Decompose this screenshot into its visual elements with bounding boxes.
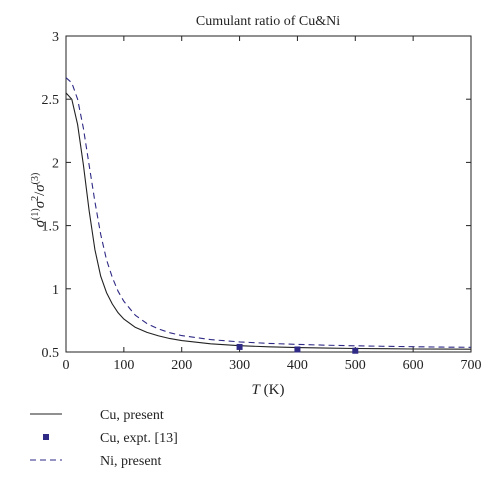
x-axis-label: T (K)	[252, 382, 285, 398]
x-tick-label: 200	[171, 358, 192, 373]
x-tick-label: 400	[287, 358, 308, 373]
y-tick-label: 2	[52, 156, 59, 171]
y-tick-label: 2.5	[42, 93, 60, 108]
legend-label: Ni, present	[100, 454, 162, 469]
svg-text:σ(1)σ2/σ(3): σ(1)σ2/σ(3)	[30, 173, 48, 228]
x-tick-label: 300	[229, 358, 250, 373]
data-point	[294, 346, 301, 353]
legend-label: Cu, present	[100, 408, 164, 423]
ticks: 0 100 200 300 400 500 600 700 0.5 1 1.5 2 2.5 3	[42, 30, 482, 373]
series-group	[65, 77, 472, 354]
legend-label: Cu, expt. [13]	[100, 431, 178, 446]
series-line-0	[65, 92, 472, 350]
x-tick-label: 0	[63, 358, 70, 373]
series-line-2	[65, 77, 472, 348]
data-point	[236, 343, 243, 350]
y-tick-label: 1.5	[42, 220, 60, 235]
legend-marker	[43, 434, 49, 440]
chart-title: Cumulant ratio of Cu&Ni	[196, 14, 340, 29]
data-point	[352, 347, 359, 354]
x-tick-label: 500	[345, 358, 366, 373]
x-tick-label: 700	[461, 358, 482, 373]
y-tick-label: 3	[52, 30, 59, 45]
plot-frame	[65, 35, 472, 353]
x-tick-label: 600	[403, 358, 424, 373]
x-tick-label: 100	[113, 358, 134, 373]
y-tick-label: 0.5	[42, 346, 60, 361]
legend: Cu, present Cu, expt. [13] Ni, present	[30, 408, 178, 469]
plot-area: 0 100 200 300 400 500 600 700 0.5 1 1.5 2 2.5 3	[42, 30, 482, 373]
y-tick-label: 1	[52, 283, 59, 298]
y-axis-label: σ(1)σ2/σ(3)	[30, 173, 48, 228]
